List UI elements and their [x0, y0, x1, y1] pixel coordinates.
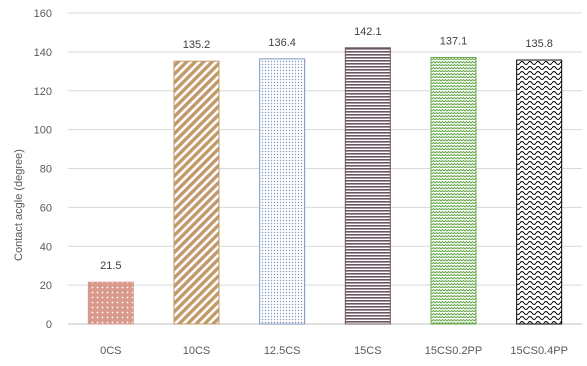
y-tick-label: 140 — [34, 47, 52, 59]
data-label: 142.1 — [354, 26, 382, 38]
y-tick-label: 100 — [34, 125, 52, 137]
data-label: 137.1 — [440, 36, 468, 48]
bar-0CS — [87, 281, 134, 325]
x-tick-label: 15CS0.2PP — [425, 345, 482, 357]
y-tick-label: 40 — [40, 241, 52, 253]
y-tick-label: 80 — [40, 164, 52, 176]
bar-12.5CS — [259, 58, 306, 325]
y-tick-label: 160 — [34, 8, 52, 20]
bar-15CS — [344, 47, 391, 325]
gridlines — [68, 12, 582, 325]
x-tick-label: 15CS — [354, 345, 382, 357]
bar-10CS — [173, 60, 220, 325]
x-tick-label: 0CS — [100, 345, 121, 357]
data-label: 135.8 — [525, 38, 553, 50]
x-tick-label: 10CS — [183, 345, 211, 357]
y-tick-label: 20 — [40, 280, 52, 292]
data-labels: 21.5 135.2 136.4 142.1 137.1 135.8 — [100, 26, 553, 272]
bars — [87, 47, 563, 325]
y-axis-ticks: 0 20 40 60 80 100 120 140 160 — [34, 8, 52, 331]
x-tick-label: 12.5CS — [264, 345, 301, 357]
data-label: 136.4 — [268, 37, 296, 49]
x-axis-ticks: 0CS 10CS 12.5CS 15CS 15CS0.2PP 15CS0.4PP — [100, 345, 568, 357]
bar-15CS0.4PP — [516, 59, 563, 325]
bar-15CS0.2PP — [430, 57, 477, 325]
y-tick-label: 120 — [34, 86, 52, 98]
x-tick-label: 15CS0.4PP — [510, 345, 567, 357]
y-tick-label: 60 — [40, 202, 52, 214]
data-label: 21.5 — [100, 260, 121, 272]
data-label: 135.2 — [183, 39, 211, 51]
y-axis-title: Contact acgle (degree) — [13, 149, 25, 261]
y-tick-label: 0 — [46, 319, 52, 331]
